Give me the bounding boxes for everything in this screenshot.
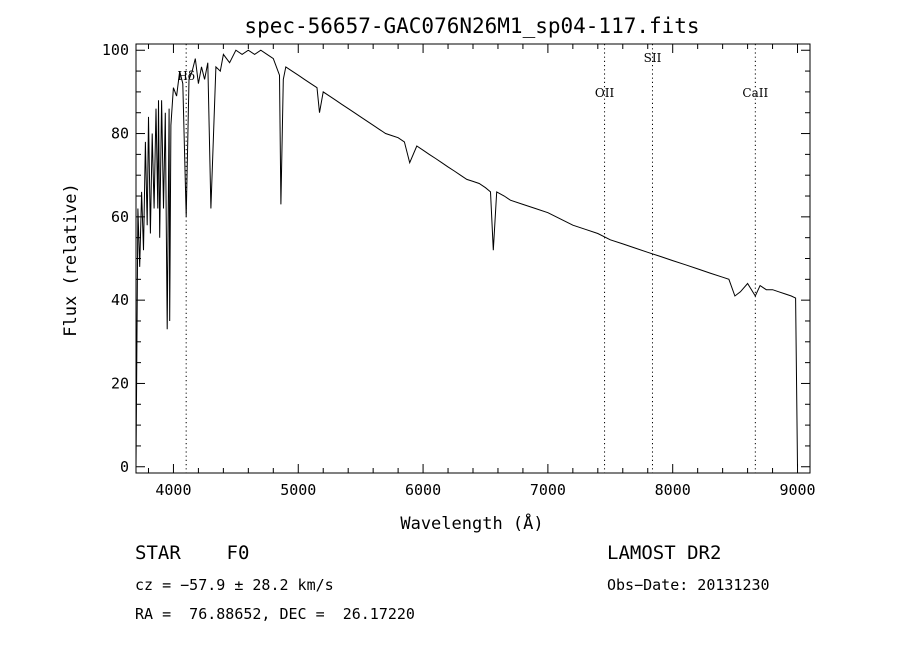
plot-frame bbox=[135, 43, 811, 474]
y-tick-label: 100 bbox=[102, 41, 129, 59]
x-tick-label: 4000 bbox=[155, 481, 191, 499]
observation-date: Obs−Date: 20131230 bbox=[607, 576, 770, 594]
x-tick-label: 5000 bbox=[280, 481, 316, 499]
redshift-velocity: cz = −57.9 ± 28.2 km/s bbox=[135, 576, 334, 594]
coordinates: RA = 76.88652, DEC = 26.17220 bbox=[135, 605, 415, 623]
x-axis-label: Wavelength (Å) bbox=[400, 512, 543, 534]
x-tick-label: 7000 bbox=[530, 481, 566, 499]
line-marker-label: SII bbox=[644, 51, 662, 65]
y-axis-label: Flux (relative) bbox=[61, 183, 81, 337]
y-tick-label: 0 bbox=[120, 458, 129, 476]
line-marker-label: CaII bbox=[742, 86, 768, 100]
spectrum-line bbox=[135, 49, 798, 467]
y-tick-label: 40 bbox=[111, 291, 129, 309]
axes: 4000 5000 6000 7000 8000 9000 0 20 40 60 80 100 bbox=[102, 41, 816, 499]
y-tick-label: 80 bbox=[111, 125, 129, 143]
series-group bbox=[135, 49, 798, 467]
x-tick-label: 8000 bbox=[655, 481, 691, 499]
spectral-class: STAR F0 bbox=[135, 542, 250, 564]
line-marker-label: OII bbox=[595, 86, 615, 100]
y-tick-label: 60 bbox=[111, 208, 129, 226]
x-tick-label: 6000 bbox=[405, 481, 441, 499]
x-tick-label: 9000 bbox=[779, 481, 815, 499]
y-tick-label: 20 bbox=[111, 374, 129, 392]
chart-title: spec-56657-GAC076N26M1_sp04-117.fits bbox=[244, 14, 699, 38]
survey-name: LAMOST DR2 bbox=[607, 542, 722, 564]
